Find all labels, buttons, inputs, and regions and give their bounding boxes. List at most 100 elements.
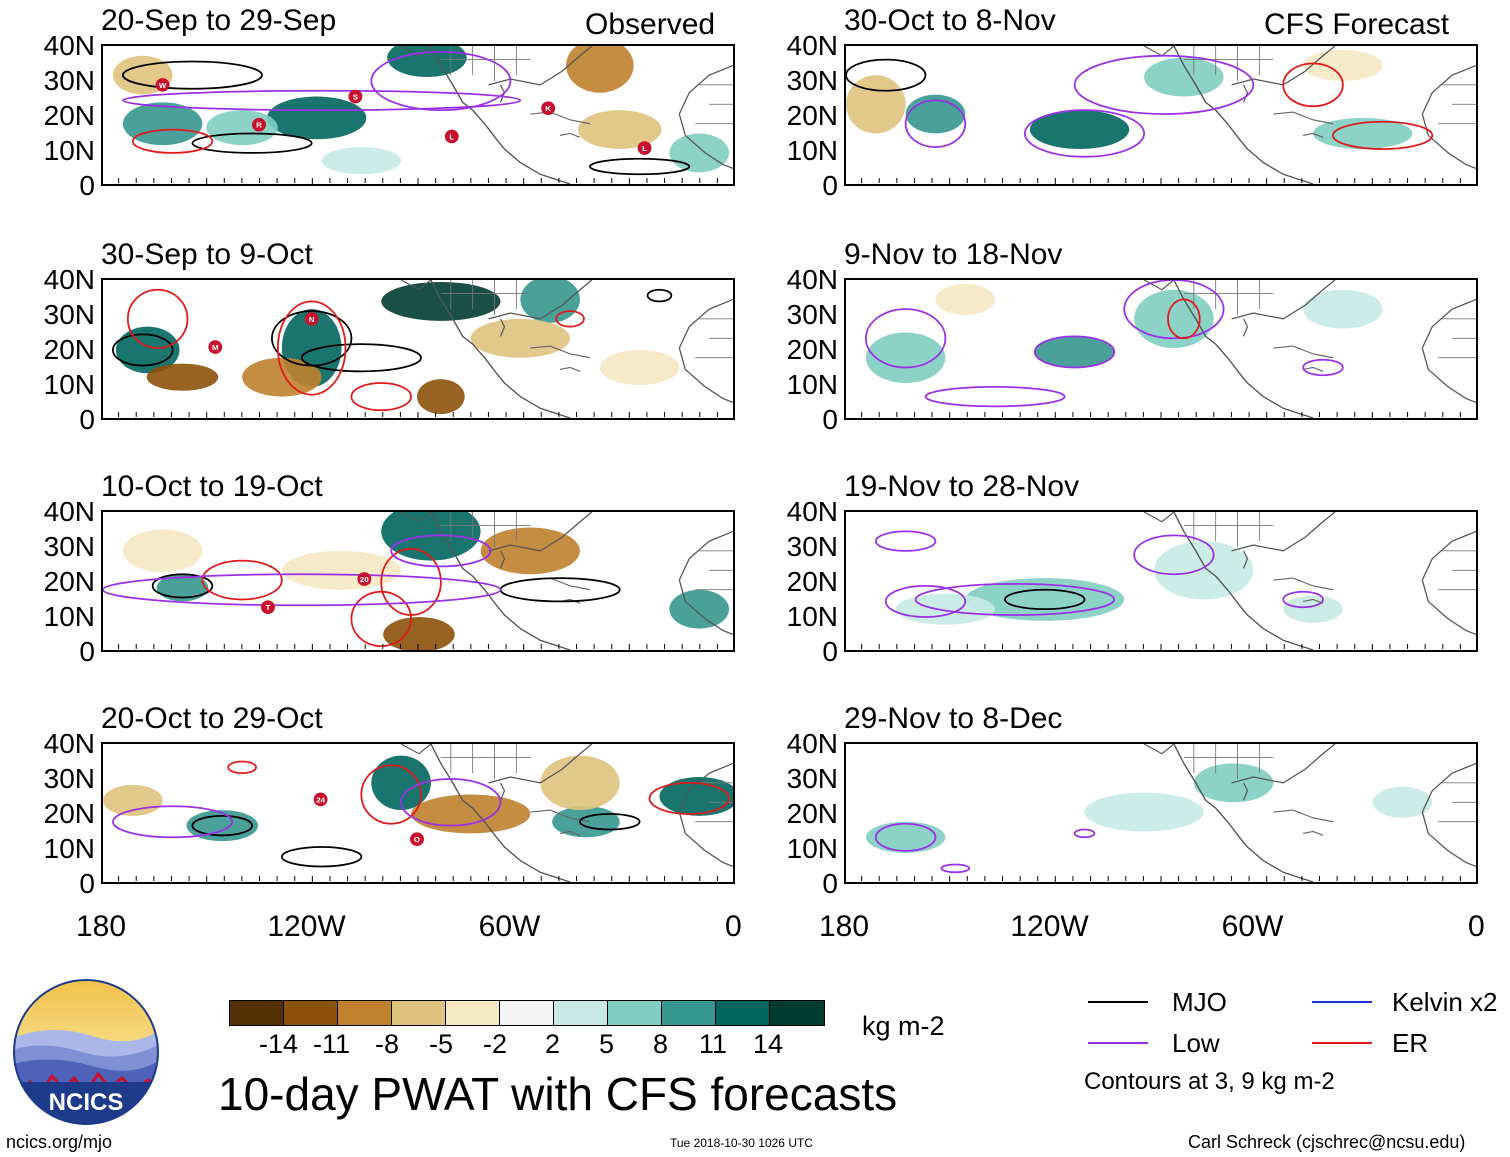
colorbar-swatch [500, 1001, 554, 1025]
logo-text: NCICS [49, 1089, 124, 1116]
storm-label: 20 [360, 575, 369, 584]
x-axis-ticks [844, 412, 1478, 420]
y-axis-label: 0 [822, 404, 838, 435]
panel-title: 29-Nov to 8-Dec [844, 702, 1063, 735]
colorbar-swatch [338, 1001, 392, 1025]
colorbar-tick-label: 11 [699, 1029, 728, 1059]
y-axis-label: 20N [786, 100, 838, 131]
map-panel [844, 742, 1478, 884]
x-axis-ticks [101, 876, 735, 884]
map-panel: 24 O [101, 742, 735, 884]
storm-label: T [266, 603, 271, 612]
x-axis-ticks [844, 644, 1478, 652]
y-axis-label: 30N [43, 65, 95, 96]
x-axis-label: 0 [1468, 910, 1485, 943]
y-axis-label: 0 [79, 404, 95, 435]
storm-label: M [212, 343, 219, 352]
x-axis-label: 180 [76, 910, 127, 943]
storm-label: S [353, 93, 358, 102]
panel-title: 9-Nov to 18-Nov [844, 238, 1063, 271]
storm-label: 24 [316, 795, 325, 804]
storm-marker: 20 [357, 572, 372, 586]
legend-er-label: ER [1392, 1028, 1429, 1058]
y-axis-label: 0 [79, 170, 95, 201]
storm-marker: 24 [313, 792, 328, 807]
y-axis-label: 40N [786, 264, 838, 295]
x-axis-ticks [101, 178, 735, 186]
footer-author: Carl Schreck (cjschrec@ncsu.edu) [1188, 1132, 1466, 1152]
panel-title: 30-Oct to 8-Nov [844, 4, 1056, 37]
storm-marker: R [252, 117, 266, 132]
colorbar-swatch [716, 1001, 770, 1025]
colorbar-tick-label: -14 [259, 1029, 299, 1059]
x-axis-ticks [844, 876, 1478, 884]
x-axis-ticks [101, 644, 735, 652]
y-axis-label: 20N [786, 334, 838, 365]
y-axis-label: 10N [43, 833, 95, 864]
storm-label: N [309, 315, 315, 324]
y-axis-label: 20N [786, 566, 838, 597]
y-axis-label: 30N [43, 763, 95, 794]
figure-title: 10-day PWAT with CFS forecasts [218, 1068, 898, 1120]
colorbar [229, 1000, 825, 1026]
y-axis-label: 0 [79, 868, 95, 899]
y-axis-label: 20N [43, 100, 95, 131]
colorbar-swatch [284, 1001, 338, 1025]
colorbar-tick-label: -2 [483, 1029, 508, 1059]
colorbar-tick-label: -8 [375, 1029, 400, 1059]
x-axis-label: 0 [725, 910, 742, 943]
forecast-label: CFS Forecast [1264, 8, 1450, 41]
y-axis-label: 30N [786, 763, 838, 794]
x-axis-label: 180 [819, 910, 870, 943]
colorbar-tick-label: -5 [429, 1029, 454, 1059]
y-axis-label: 40N [43, 264, 95, 295]
legend-mjo-label: MJO [1172, 987, 1227, 1017]
colorbar-tick-label: 14 [753, 1029, 784, 1059]
colorbar-swatch [230, 1001, 284, 1025]
map-panel [844, 510, 1478, 652]
y-axis-label: 40N [43, 728, 95, 759]
y-axis-label: 0 [822, 170, 838, 201]
footer-timestamp: Tue 2018-10-30 1026 UTC [670, 1136, 813, 1150]
colorbar-tick-label: 2 [545, 1029, 561, 1059]
x-axis-label: 60W [1221, 910, 1284, 943]
y-axis-label: 40N [786, 496, 838, 527]
observed-label: Observed [585, 8, 716, 41]
storm-label: W [159, 81, 167, 90]
y-axis-label: 10N [43, 135, 95, 166]
storm-marker: M [208, 340, 223, 354]
y-axis-label: 10N [786, 601, 838, 632]
colorbar-swatch [446, 1001, 500, 1025]
storm-marker: S [348, 89, 363, 104]
legend-mjo-line [1088, 1001, 1148, 1003]
colorbar-swatch [554, 1001, 608, 1025]
colorbar-units: kg m-2 [862, 1011, 945, 1041]
legend-contour-note: Contours at 3, 9 kg m-2 [1084, 1068, 1335, 1095]
y-axis-label: 0 [822, 636, 838, 667]
x-axis-ticks [844, 178, 1478, 186]
y-axis-label: 10N [43, 369, 95, 400]
legend-er-line [1312, 1042, 1372, 1044]
map-panel: T 20 [101, 510, 735, 652]
x-axis-label: 60W [478, 910, 541, 943]
y-axis-label: 40N [786, 728, 838, 759]
colorbar-swatch [392, 1001, 446, 1025]
y-axis-label: 20N [786, 798, 838, 829]
y-axis-label: 20N [43, 798, 95, 829]
storm-label: L [449, 132, 454, 141]
footer-url: ncics.org/mjo [6, 1132, 113, 1152]
y-axis-label: 30N [786, 299, 838, 330]
x-axis-ticks [101, 412, 735, 420]
legend-low-label: Low [1172, 1028, 1220, 1058]
y-axis-label: 40N [43, 30, 95, 61]
y-axis-label: 20N [43, 334, 95, 365]
map-panel [844, 44, 1478, 186]
colorbar-tick-label: -11 [313, 1029, 351, 1059]
storm-marker: K [541, 101, 556, 115]
y-axis-label: 10N [786, 833, 838, 864]
y-axis-label: 10N [43, 601, 95, 632]
colorbar-swatch [662, 1001, 716, 1025]
storm-label: L [642, 144, 647, 153]
storm-label: R [256, 121, 262, 130]
